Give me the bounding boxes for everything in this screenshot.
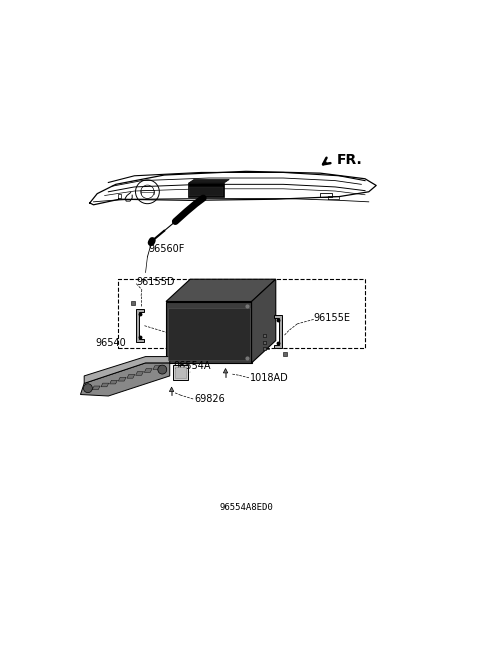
Bar: [189, 187, 223, 195]
Polygon shape: [136, 309, 144, 342]
Polygon shape: [175, 367, 186, 378]
Circle shape: [84, 384, 92, 393]
Bar: [118, 279, 365, 348]
Text: 96540: 96540: [96, 338, 126, 348]
Text: 96560F: 96560F: [148, 245, 185, 255]
Bar: [263, 334, 266, 337]
Polygon shape: [223, 369, 228, 373]
Polygon shape: [274, 314, 282, 348]
Bar: [263, 347, 266, 350]
Text: 69826: 69826: [194, 394, 225, 404]
Polygon shape: [169, 387, 174, 392]
Text: 96155E: 96155E: [314, 312, 351, 323]
Polygon shape: [84, 357, 170, 383]
Polygon shape: [81, 363, 170, 396]
Polygon shape: [153, 366, 161, 369]
Polygon shape: [136, 371, 144, 375]
Polygon shape: [127, 375, 135, 378]
Text: 96554A: 96554A: [173, 361, 211, 371]
Polygon shape: [173, 365, 188, 380]
Circle shape: [158, 365, 167, 374]
Text: FR.: FR.: [337, 153, 363, 167]
Polygon shape: [92, 386, 100, 390]
Polygon shape: [168, 308, 250, 360]
Polygon shape: [109, 380, 118, 384]
Polygon shape: [252, 279, 276, 363]
Polygon shape: [144, 369, 152, 373]
Text: 96155D: 96155D: [136, 277, 175, 287]
Bar: [188, 183, 224, 197]
Polygon shape: [166, 279, 276, 302]
Bar: [263, 340, 266, 344]
Polygon shape: [188, 180, 229, 183]
Text: 96554A8ED0: 96554A8ED0: [219, 504, 273, 512]
Text: 1018AD: 1018AD: [250, 373, 288, 383]
Polygon shape: [101, 383, 109, 387]
Polygon shape: [166, 302, 252, 363]
Polygon shape: [118, 377, 126, 381]
